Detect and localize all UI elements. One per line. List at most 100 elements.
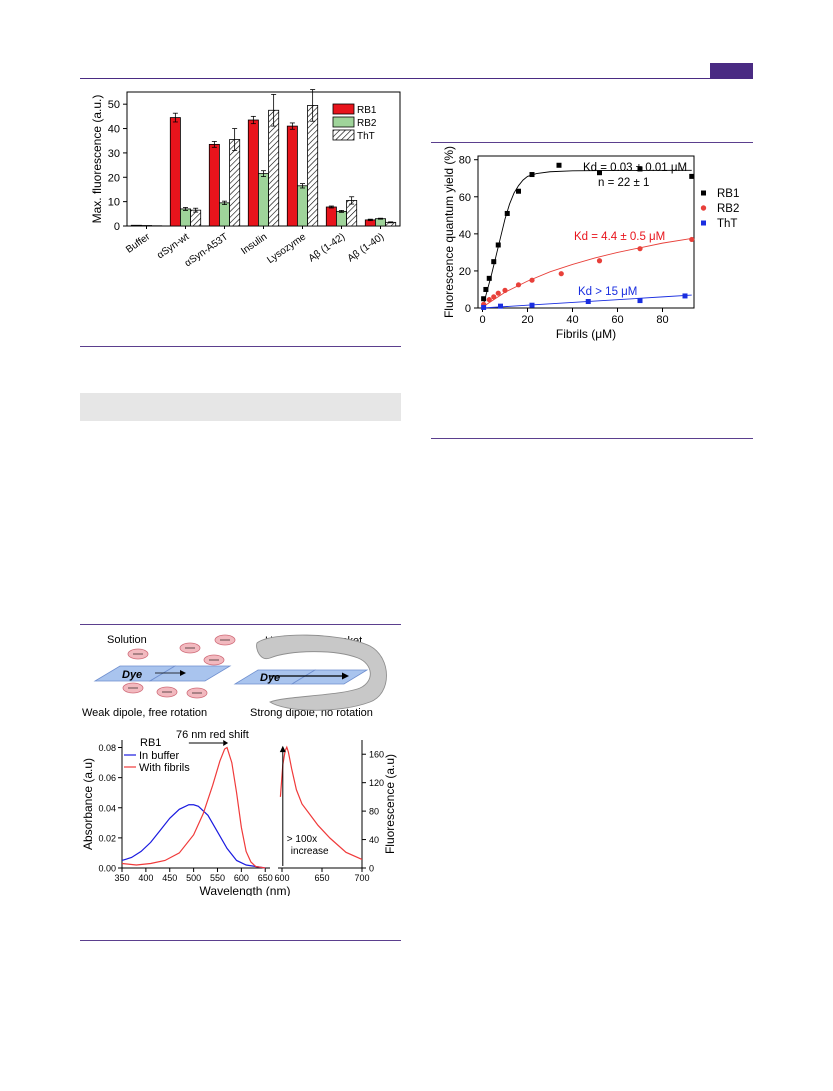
y-tick-label: 80 xyxy=(459,155,471,167)
annotation: Kd > 15 μM xyxy=(578,286,637,298)
increase-note: > 100x xyxy=(287,834,317,845)
arrowhead xyxy=(180,670,186,676)
x-tick-label: 60 xyxy=(611,314,623,326)
figure-c-top-rule xyxy=(80,624,401,625)
red-shift-annotation: 76 nm red shift xyxy=(176,729,249,741)
x-tick-label: αSyn-wt xyxy=(155,231,191,261)
series-line-in-buffer xyxy=(121,804,266,869)
y-tick-label: 60 xyxy=(459,192,471,204)
legend-label: RB1 xyxy=(357,105,377,116)
legend-label: ThT xyxy=(357,131,375,142)
y-tick-label-right: 40 xyxy=(369,835,379,845)
series-line-fluorescence xyxy=(279,745,363,861)
arrowhead xyxy=(279,745,286,753)
annotation: n = 22 ± 1 xyxy=(598,177,649,189)
point-rb1 xyxy=(556,162,562,168)
y-tick-label: 40 xyxy=(459,229,471,241)
annotation: Kd = 4.4 ± 0.5 μM xyxy=(574,231,665,243)
y-tick-label: 0 xyxy=(114,221,120,233)
point-rb1 xyxy=(689,173,695,179)
legend-swatch xyxy=(332,129,355,141)
point-rb1 xyxy=(491,259,497,265)
point-tht xyxy=(637,298,643,304)
point-rb2 xyxy=(486,297,492,303)
increase-note: increase xyxy=(291,846,329,857)
bar-rb2 xyxy=(258,173,269,227)
y-tick-label: 0.08 xyxy=(98,743,116,753)
x-tick-label: 550 xyxy=(210,873,225,883)
x-tick-label: Insulin xyxy=(239,231,269,257)
y-axis-label-left: Absorbance (a.u) xyxy=(81,758,95,850)
x-tick-label: Aβ (1-40) xyxy=(346,231,387,264)
figure-a-bar-chart: 0 10 20 30 40 50 Max. fluorescence (a.u.) Buffe… xyxy=(90,89,401,269)
legend-marker xyxy=(700,205,707,211)
point-rb2 xyxy=(637,246,643,252)
x-tick-label: 500 xyxy=(186,873,201,883)
bar-rb2 xyxy=(219,202,230,227)
point-tht xyxy=(481,304,487,310)
figure-c-scheme: Solution Hydrophobic pocket Weak dipole,… xyxy=(82,634,387,719)
bar-rb2 xyxy=(297,185,308,227)
x-tick-label: Lysozyme xyxy=(265,231,308,266)
point-rb2 xyxy=(689,236,695,243)
point-rb1 xyxy=(597,170,602,176)
x-tick-label: αSyn-A53T xyxy=(183,231,230,269)
y-tick-label: 0.06 xyxy=(98,773,116,783)
point-tht xyxy=(682,293,688,299)
bar-rb1 xyxy=(208,143,220,227)
x-tick-label: 400 xyxy=(138,873,153,883)
figure-a-bottom-rule xyxy=(80,346,401,347)
arrowhead xyxy=(342,672,349,680)
point-rb2 xyxy=(502,287,508,293)
point-rb1 xyxy=(516,188,521,194)
point-rb1 xyxy=(495,242,501,248)
fit-curve-rb2 xyxy=(482,238,692,308)
y-tick-label: 40 xyxy=(108,124,120,136)
right-caption: Strong dipole, no rotation xyxy=(250,707,373,719)
y-tick-label: 20 xyxy=(108,172,120,184)
figure-b-bottom-rule xyxy=(431,438,753,439)
bar-tht xyxy=(268,109,280,227)
legend-label: With fibrils xyxy=(139,762,190,774)
figure-c-spectra-chart: 0.00 0.02 0.04 0.06 0.08 0 40 80 120 160 350 400 450… xyxy=(81,729,397,896)
y-tick-label: 10 xyxy=(108,197,120,209)
point-rb1 xyxy=(637,166,643,172)
figure-b-scatter-chart: 0 20 40 60 80 0 20 40 60 80 Fibrils (μM) Fluorescen… xyxy=(442,146,739,341)
y-tick-label: 0.04 xyxy=(98,803,116,813)
legend-marker xyxy=(701,220,706,226)
legend-label: In buffer xyxy=(139,750,179,762)
bar-tht xyxy=(190,209,202,227)
legend-swatch xyxy=(332,116,355,128)
figure-b-top-rule xyxy=(431,142,753,143)
x-axis-label: Fibrils (μM) xyxy=(556,327,616,341)
point-rb2 xyxy=(491,294,497,300)
dye-label: RB1 xyxy=(140,737,161,749)
x-tick-label: Buffer xyxy=(124,231,153,256)
y-tick-label-right: 120 xyxy=(369,778,384,788)
point-rb2 xyxy=(596,258,603,264)
dye-plane xyxy=(148,665,232,682)
bar-rb2 xyxy=(336,210,347,227)
point-rb2 xyxy=(558,271,564,277)
y-tick-label-right: 80 xyxy=(369,807,379,817)
legend-label: ThT xyxy=(717,218,737,230)
x-tick-label: 40 xyxy=(566,314,578,326)
bar-rb1 xyxy=(286,125,298,227)
point-rb2 xyxy=(529,277,535,283)
bar-rb1 xyxy=(325,206,337,227)
bar-rb2 xyxy=(180,208,191,227)
x-tick-label: Aβ (1-42) xyxy=(307,231,348,264)
point-rb1 xyxy=(529,172,535,178)
x-tick-label: 350 xyxy=(114,873,129,883)
legend-swatch xyxy=(332,103,355,115)
point-tht xyxy=(498,303,503,309)
y-tick-label: 0.00 xyxy=(98,864,116,874)
series-line-with-fibrils xyxy=(121,746,266,869)
dye-label-right: Dye xyxy=(260,672,280,684)
point-rb2 xyxy=(515,282,522,288)
header-rule xyxy=(80,78,753,79)
y-axis-label-right: Fluorescence (a.u) xyxy=(383,754,397,854)
bar-rb2 xyxy=(375,218,386,227)
point-rb1 xyxy=(504,210,510,216)
arrowhead xyxy=(223,740,229,746)
